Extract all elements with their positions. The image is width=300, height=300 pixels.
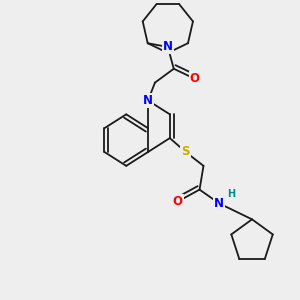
Text: N: N [163,40,173,53]
Text: H: H [227,189,235,199]
Text: S: S [182,146,190,158]
Text: N: N [143,94,153,107]
Text: O: O [190,72,200,85]
Text: N: N [214,197,224,210]
Text: O: O [173,195,183,208]
